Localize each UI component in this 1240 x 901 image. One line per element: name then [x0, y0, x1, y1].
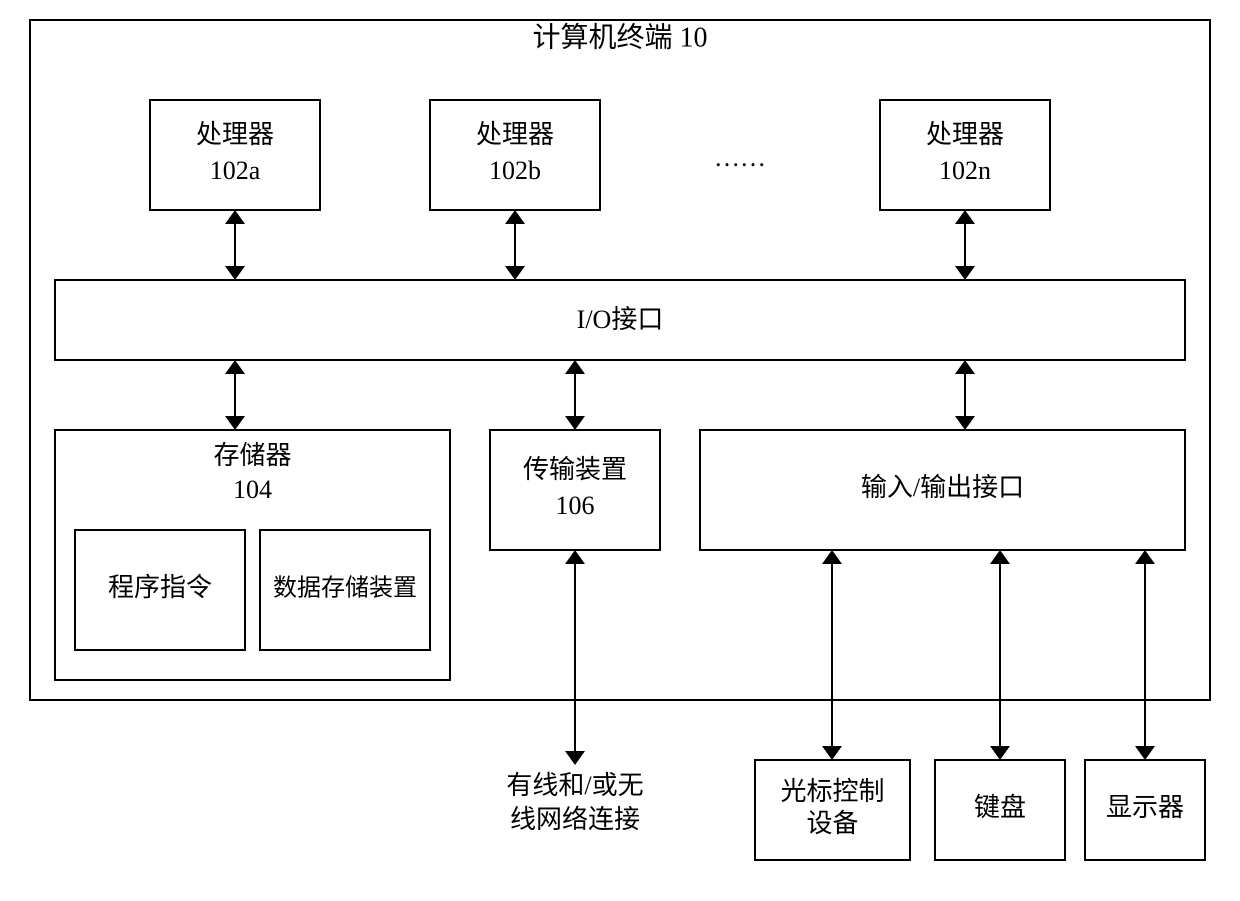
io-interface-label: I/O接口: [577, 305, 664, 334]
arrow-kbd_t-head-down: [990, 746, 1010, 760]
keyboard-label: 键盘: [974, 793, 1026, 822]
ellipsis: ……: [714, 143, 766, 172]
memory-label2: 104: [233, 475, 272, 504]
proc_n-label1: 处理器: [926, 120, 1004, 149]
proc_a-label1: 处理器: [196, 120, 274, 149]
transmission-label1: 传输装置: [523, 455, 627, 484]
transmission-label2: 106: [556, 491, 595, 520]
arrow-cursor_t-head-down: [822, 746, 842, 760]
proc_n-label2: 102n: [939, 156, 991, 185]
data-storage-label: 数据存储装置: [273, 575, 417, 602]
in-out-interface-label: 输入/输出接口: [861, 473, 1024, 502]
proc_a-label2: 102a: [210, 156, 261, 185]
program-instr-label: 程序指令: [108, 573, 212, 602]
network-label-2: 线网络连接: [510, 805, 640, 834]
proc_b-label1: 处理器: [476, 120, 554, 149]
outer-title: 计算机终端 10: [532, 21, 707, 53]
cursor-device-label2: 设备: [806, 809, 858, 838]
proc_b-label2: 102b: [489, 156, 541, 185]
network-label-1: 有线和/或无: [506, 771, 643, 800]
memory-label1: 存储器: [213, 441, 291, 470]
cursor-device-label1: 光标控制: [780, 777, 884, 806]
display-label: 显示器: [1106, 793, 1184, 822]
arrow-disp_t-head-down: [1135, 746, 1155, 760]
arrow-trans_b-head-down: [565, 751, 585, 765]
